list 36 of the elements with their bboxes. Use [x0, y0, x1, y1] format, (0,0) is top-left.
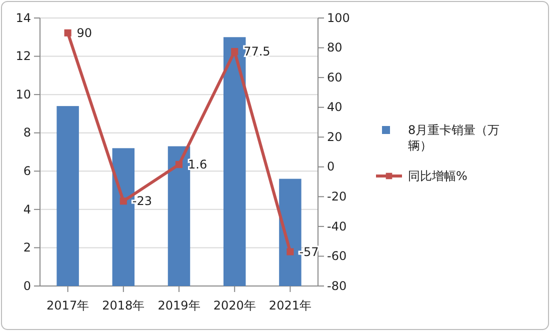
y2-tick-label: 0 — [327, 160, 335, 174]
y-tick-label: 12 — [16, 49, 31, 64]
y2-tick-label: -60 — [327, 249, 347, 264]
bar — [112, 148, 135, 286]
bar — [279, 178, 302, 286]
y2-tick-label: -80 — [327, 278, 347, 293]
y-tick-label: 14 — [16, 10, 31, 25]
y-tick-label: 8 — [23, 126, 31, 140]
x-tick-label: 2019年 — [158, 298, 200, 312]
x-tick-label: 2020年 — [213, 298, 256, 312]
y2-tick-label: 20 — [327, 130, 342, 144]
bar — [223, 37, 246, 286]
y-tick-label: 2 — [23, 240, 31, 255]
x-tick-label: 2017年 — [46, 298, 90, 312]
y-tick-label: 4 — [23, 202, 31, 216]
legend-label: 8月重卡销量（万辆） — [408, 123, 500, 153]
point — [231, 48, 238, 56]
y2-tick-label: 100 — [327, 10, 350, 25]
y-tick-label: 6 — [23, 164, 31, 178]
point — [175, 160, 183, 168]
x-tick-label: 2018年 — [102, 298, 145, 312]
y2-tick-label: 40 — [327, 100, 342, 114]
y2-tick-label: 80 — [327, 40, 342, 55]
y-tick-label: 0 — [23, 278, 31, 293]
bar — [168, 146, 190, 286]
y2-tick-label: -40 — [327, 219, 347, 234]
y2-tick-label: -20 — [327, 190, 347, 204]
x-tick-label: 2021年 — [268, 298, 312, 312]
y2-tick-label: 60 — [327, 70, 342, 84]
point — [64, 29, 72, 36]
bar — [56, 106, 79, 286]
point — [120, 198, 127, 205]
data-label: 90 — [76, 26, 92, 40]
y-tick-label: 10 — [16, 87, 31, 102]
legend-label: 同比增幅% — [408, 169, 468, 183]
point — [286, 248, 294, 256]
